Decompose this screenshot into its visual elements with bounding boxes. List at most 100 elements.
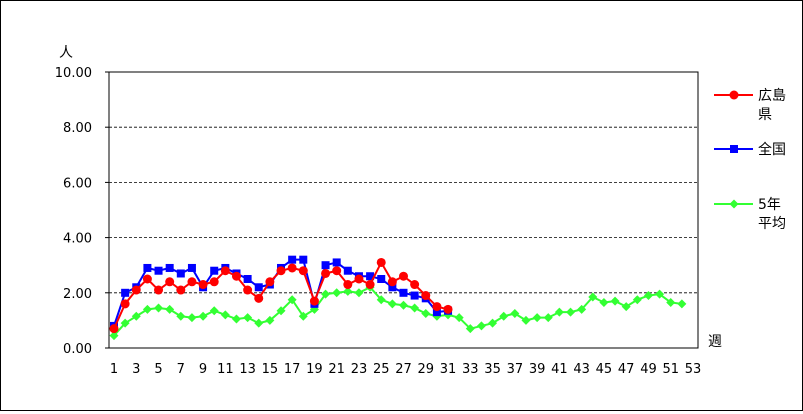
data-point — [109, 324, 119, 334]
data-point — [254, 293, 264, 303]
data-point — [187, 313, 197, 323]
x-tick-label: 25 — [373, 362, 390, 377]
data-point — [243, 313, 253, 323]
data-point — [231, 314, 241, 324]
data-point — [287, 263, 297, 273]
data-point — [443, 304, 453, 314]
data-point — [231, 271, 241, 281]
x-tick-label: 17 — [284, 362, 301, 377]
data-point — [621, 302, 631, 312]
legend-label: 全国 — [758, 141, 786, 158]
data-point — [488, 318, 498, 328]
data-point — [399, 288, 408, 297]
x-tick-label: 49 — [640, 362, 657, 377]
data-point — [666, 297, 676, 307]
data-point — [198, 280, 208, 290]
x-tick-label: 11 — [217, 362, 234, 377]
x-tick-label: 15 — [262, 362, 279, 377]
data-point — [332, 288, 342, 298]
x-tick-label: 27 — [395, 362, 412, 377]
data-point — [154, 303, 164, 313]
data-point — [131, 311, 141, 321]
data-point — [410, 303, 420, 313]
x-tick-label: 35 — [484, 362, 501, 377]
data-point — [321, 261, 330, 270]
data-point — [321, 268, 331, 278]
x-tick-label: 37 — [507, 362, 524, 377]
data-point — [120, 318, 130, 328]
data-point — [209, 277, 219, 287]
data-point — [354, 288, 364, 298]
data-point — [410, 280, 420, 290]
data-point — [176, 311, 186, 321]
data-point — [729, 199, 739, 209]
data-point — [476, 321, 486, 331]
legend-entry: 広島県 — [714, 88, 786, 123]
data-point — [543, 313, 553, 323]
data-point — [421, 309, 431, 318]
data-point — [209, 306, 219, 316]
data-point — [165, 304, 175, 314]
x-tick-label: 43 — [573, 362, 590, 377]
y-tick-label: 10.00 — [55, 66, 92, 81]
data-point — [599, 297, 609, 307]
data-point — [388, 283, 397, 292]
data-point — [298, 266, 308, 276]
data-point — [566, 307, 576, 317]
data-point — [276, 266, 286, 276]
x-tick-label: 21 — [328, 362, 345, 377]
data-point — [298, 311, 308, 321]
data-point — [554, 307, 564, 317]
y-axis-unit-label: 人 — [59, 45, 73, 61]
data-point — [577, 304, 587, 314]
data-point — [187, 277, 197, 287]
data-point — [730, 145, 738, 153]
data-point — [677, 299, 687, 309]
y-tick-label: 4.00 — [63, 232, 92, 247]
data-point — [276, 306, 286, 316]
data-point — [655, 289, 665, 299]
data-point — [376, 295, 386, 305]
data-point — [254, 283, 263, 292]
x-tick-label: 31 — [440, 362, 457, 377]
data-point — [220, 310, 230, 320]
data-point — [187, 263, 196, 272]
data-point — [421, 291, 431, 301]
data-point — [176, 269, 185, 278]
data-point — [432, 302, 442, 312]
x-tick-label: 33 — [462, 362, 479, 377]
x-tick-label: 13 — [239, 362, 256, 377]
data-point — [332, 266, 342, 276]
data-point — [343, 286, 353, 296]
data-point — [154, 266, 163, 275]
legend-label: 広島 — [758, 88, 786, 104]
data-point — [142, 304, 152, 314]
legend-label: 県 — [758, 107, 772, 123]
data-point — [109, 331, 119, 341]
x-tick-label: 23 — [351, 362, 368, 377]
data-point — [588, 292, 598, 302]
data-point — [243, 275, 252, 283]
data-point — [142, 274, 152, 284]
data-point — [729, 90, 739, 100]
x-axis-unit-label: 週 — [708, 334, 722, 350]
data-point — [198, 311, 208, 321]
data-point — [287, 295, 297, 305]
data-point — [532, 313, 542, 323]
data-point — [332, 258, 341, 267]
x-tick-label: 7 — [177, 362, 185, 377]
data-point — [643, 291, 653, 301]
data-point — [465, 324, 475, 334]
x-tick-label: 1 — [110, 362, 118, 377]
data-point — [343, 266, 352, 275]
data-point — [243, 285, 253, 295]
x-tick-label: 3 — [132, 362, 140, 377]
y-tick-label: 0.00 — [63, 342, 92, 357]
series-2 — [109, 282, 687, 341]
x-tick-label: 19 — [306, 362, 323, 377]
y-tick-label: 6.00 — [63, 176, 92, 191]
data-point — [343, 280, 353, 290]
data-point — [176, 285, 186, 295]
